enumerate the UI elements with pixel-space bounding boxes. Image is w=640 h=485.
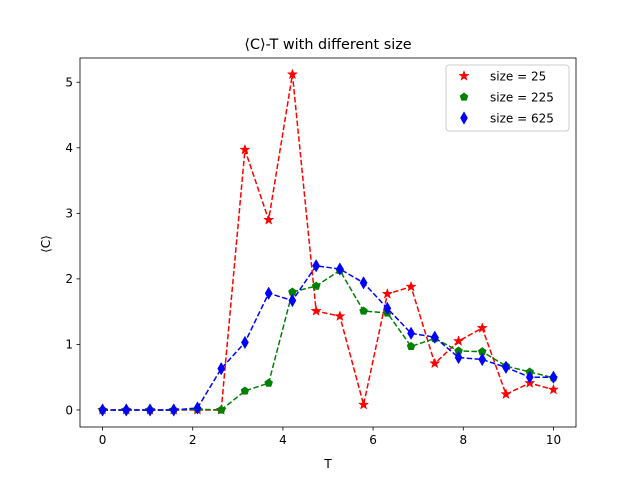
y-axis-label: ⟨C⟩ (39, 235, 53, 253)
data-point (310, 305, 322, 316)
data-point (169, 403, 178, 417)
data-point (359, 306, 368, 315)
data-point (476, 322, 488, 333)
plot-area (79, 57, 577, 428)
x-tick-label: 2 (189, 433, 197, 447)
series-line (102, 264, 554, 411)
x-axis: 0 2 4 6 8 10 (99, 427, 561, 447)
data-point (335, 262, 344, 276)
legend: size = 25 size = 225 size = 625 (445, 64, 570, 132)
legend-marker (460, 111, 468, 125)
data-point (98, 403, 107, 417)
data-point (334, 310, 346, 322)
legend-marker (459, 92, 469, 101)
legend-box (445, 64, 570, 132)
data-point (239, 143, 251, 155)
data-point (359, 276, 368, 290)
y-tick-label: 1 (65, 338, 73, 352)
data-point (216, 405, 226, 414)
data-point (286, 68, 299, 80)
y-tick-label: 4 (65, 141, 73, 155)
legend-marker (458, 70, 470, 81)
legend-item: size = 225 (459, 91, 554, 105)
data-point (383, 301, 392, 316)
data-point (312, 259, 321, 273)
data-point (288, 293, 297, 308)
y-tick-label: 3 (65, 207, 73, 221)
data-point (525, 370, 534, 384)
data-point (454, 350, 463, 365)
y-tick-label: 5 (65, 76, 73, 90)
x-tick-label: 0 (99, 433, 107, 447)
legend-label: size = 25 (490, 70, 546, 84)
data-point (357, 398, 370, 410)
data-point (549, 370, 558, 384)
y-tick-label: 0 (65, 403, 73, 417)
data-point (452, 335, 465, 346)
data-point (430, 330, 439, 344)
data-point (500, 388, 512, 400)
chart-title: ⟨C⟩-T with different size (244, 37, 411, 53)
data-point (502, 360, 510, 375)
data-point (547, 383, 560, 395)
legend-label: size = 625 (490, 112, 554, 126)
x-tick-label: 4 (279, 433, 287, 447)
data-point (429, 357, 441, 369)
series-3 (98, 259, 558, 417)
data-point (264, 286, 273, 300)
data-point (381, 287, 394, 299)
data-point (122, 403, 131, 417)
legend-item: size = 625 (460, 111, 554, 126)
y-tick-label: 2 (65, 272, 73, 286)
x-tick-label: 8 (459, 433, 467, 447)
legend-label: size = 225 (490, 91, 554, 105)
data-point (262, 213, 275, 225)
data-point (241, 335, 249, 350)
data-point (146, 403, 154, 417)
data-point (264, 378, 273, 387)
y-axis: 0 1 2 3 4 5 (65, 76, 80, 417)
data-point (405, 280, 417, 292)
x-axis-label: T (323, 457, 332, 471)
x-tick-label: 6 (369, 433, 377, 447)
data-point (193, 401, 202, 415)
plot-frame (79, 57, 577, 428)
data-point (407, 326, 415, 340)
legend-item: size = 25 (458, 70, 546, 84)
data-point (240, 386, 250, 395)
data-point (406, 341, 416, 351)
x-tick-label: 10 (546, 433, 561, 447)
data-point (478, 352, 487, 367)
data-point (311, 281, 321, 290)
data-point (217, 361, 226, 376)
